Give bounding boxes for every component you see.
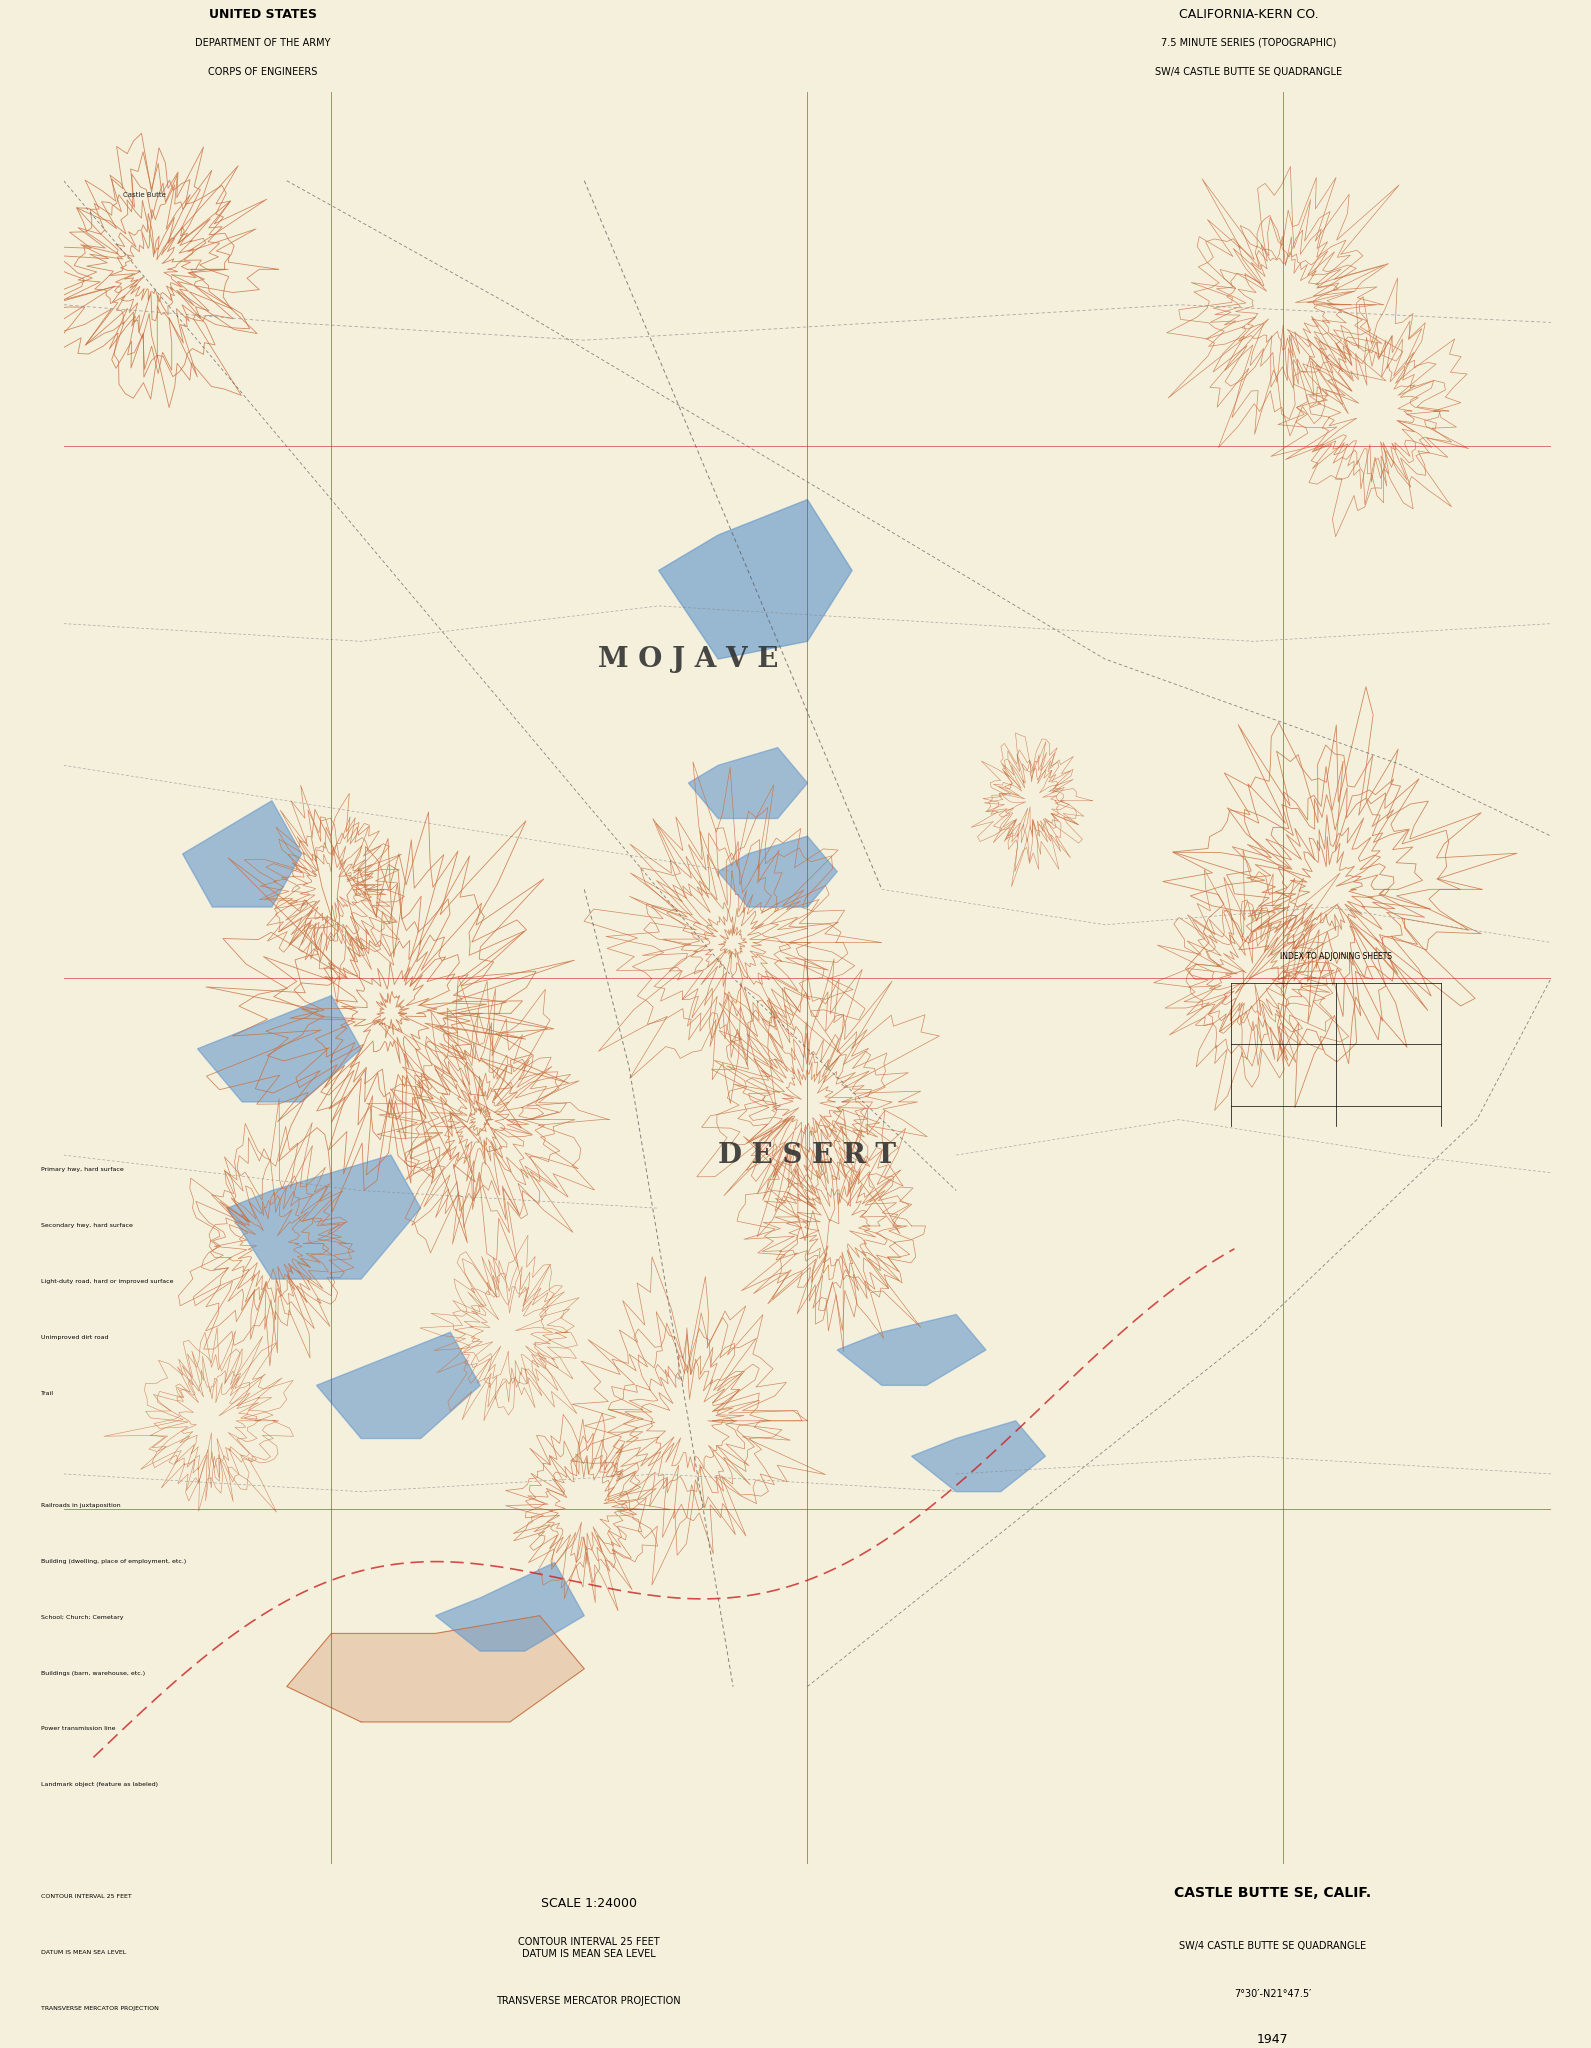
Text: Light-duty road, hard or improved surface: Light-duty road, hard or improved surfac… — [41, 1280, 173, 1284]
Polygon shape — [912, 1421, 1045, 1491]
Polygon shape — [286, 1616, 584, 1722]
Text: CONTOUR INTERVAL 25 FEET: CONTOUR INTERVAL 25 FEET — [41, 1894, 132, 1898]
Text: TRANSVERSE MERCATOR PROJECTION: TRANSVERSE MERCATOR PROJECTION — [41, 2007, 159, 2011]
Text: SCALE 1:24000: SCALE 1:24000 — [541, 1896, 636, 1911]
Text: 1947: 1947 — [1257, 2034, 1289, 2046]
Text: Secondary hwy, hard surface: Secondary hwy, hard surface — [41, 1223, 134, 1229]
Text: CONTOUR INTERVAL 25 FEET
DATUM IS MEAN SEA LEVEL: CONTOUR INTERVAL 25 FEET DATUM IS MEAN S… — [517, 1937, 660, 1960]
Text: UNITED STATES: UNITED STATES — [208, 8, 317, 20]
Polygon shape — [837, 1315, 986, 1384]
Text: TRANSVERSE MERCATOR PROJECTION: TRANSVERSE MERCATOR PROJECTION — [496, 1997, 681, 2007]
Polygon shape — [659, 500, 853, 659]
Polygon shape — [689, 748, 807, 819]
Text: 7°30′-N21°47.5′: 7°30′-N21°47.5′ — [1235, 1989, 1311, 1999]
Text: SW/4 CASTLE BUTTE SE QUADRANGLE: SW/4 CASTLE BUTTE SE QUADRANGLE — [1155, 68, 1343, 78]
Text: Castle Butte: Castle Butte — [123, 193, 165, 199]
Polygon shape — [183, 801, 302, 907]
Text: CORPS OF ENGINEERS: CORPS OF ENGINEERS — [208, 68, 317, 78]
Polygon shape — [317, 1331, 480, 1438]
Text: Unimproved dirt road: Unimproved dirt road — [41, 1335, 108, 1339]
Text: Buildings (barn, warehouse, etc.): Buildings (barn, warehouse, etc.) — [41, 1671, 145, 1675]
Polygon shape — [436, 1563, 584, 1651]
Text: Trail: Trail — [41, 1391, 54, 1397]
Text: Power transmission line: Power transmission line — [41, 1726, 116, 1731]
Polygon shape — [197, 995, 361, 1102]
Text: SW/4 CASTLE BUTTE SE QUADRANGLE: SW/4 CASTLE BUTTE SE QUADRANGLE — [1179, 1942, 1367, 1952]
Polygon shape — [228, 1155, 420, 1280]
Text: INDEX TO ADJOINING SHEETS: INDEX TO ADJOINING SHEETS — [1281, 952, 1392, 961]
Polygon shape — [718, 836, 837, 907]
Text: Building (dwelling, place of employment, etc.): Building (dwelling, place of employment,… — [41, 1559, 186, 1565]
Text: 7.5 MINUTE SERIES (TOPOGRAPHIC): 7.5 MINUTE SERIES (TOPOGRAPHIC) — [1161, 37, 1336, 47]
Text: DEPARTMENT OF THE ARMY: DEPARTMENT OF THE ARMY — [194, 37, 331, 47]
Text: Primary hwy, hard surface: Primary hwy, hard surface — [41, 1167, 124, 1171]
Text: DATUM IS MEAN SEA LEVEL: DATUM IS MEAN SEA LEVEL — [41, 1950, 127, 1956]
Text: CASTLE BUTTE SE, CALIF.: CASTLE BUTTE SE, CALIF. — [1174, 1886, 1371, 1901]
Text: Railroads in juxtaposition: Railroads in juxtaposition — [41, 1503, 121, 1507]
Text: Landmark object (feature as labeled): Landmark object (feature as labeled) — [41, 1782, 159, 1788]
Text: CALIFORNIA-KERN CO.: CALIFORNIA-KERN CO. — [1179, 8, 1319, 20]
Text: M O J A V E: M O J A V E — [598, 645, 778, 672]
Text: D E S E R T: D E S E R T — [719, 1141, 896, 1169]
Text: School; Church; Cemetary: School; Church; Cemetary — [41, 1614, 124, 1620]
